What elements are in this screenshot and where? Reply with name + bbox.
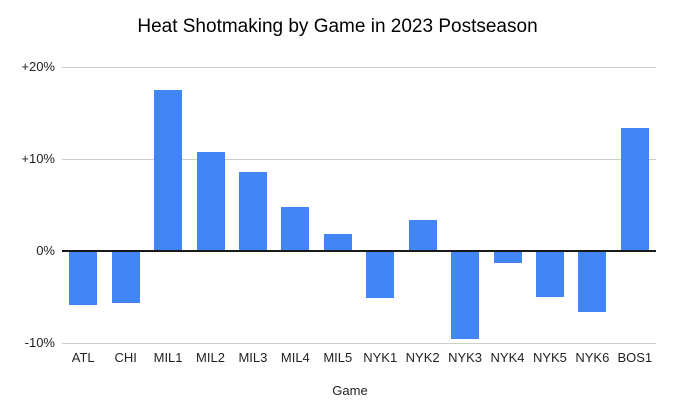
y-tick-label: 0% (36, 243, 55, 258)
x-tick-label: MIL2 (196, 350, 225, 365)
bar-nyk5 (535, 251, 564, 297)
x-tick-label: MIL4 (280, 350, 310, 365)
x-tick-label: NYK2 (405, 350, 440, 365)
bar-mil5 (323, 233, 352, 251)
x-tick-label: NYK1 (363, 350, 398, 365)
bar-mil2 (196, 151, 225, 251)
bar-mil4 (281, 206, 310, 251)
x-tick-label: NYK6 (575, 350, 610, 365)
bar-nyk1 (366, 251, 395, 298)
bar-atl (69, 251, 98, 306)
x-tick-label: MIL1 (153, 350, 183, 365)
y-tick-label: +10% (21, 151, 55, 166)
x-tick-label: NYK3 (448, 350, 483, 365)
y-tick-label: -10% (24, 335, 55, 350)
x-tick-label: CHI (114, 350, 137, 365)
x-axis-title: Game (332, 383, 368, 398)
bar-nyk3 (451, 251, 480, 340)
gridline (62, 158, 656, 160)
bar-nyk2 (408, 219, 437, 251)
chart-title: Heat Shotmaking by Game in 2023 Postseas… (137, 16, 538, 37)
x-tick-label: NYK5 (532, 350, 567, 365)
bar-nyk4 (493, 251, 522, 263)
x-tick-label: BOS1 (617, 350, 653, 365)
bar-nyk6 (578, 251, 607, 312)
x-tick-label: MIL5 (323, 350, 353, 365)
zero-axis-line (62, 250, 656, 252)
gridline (62, 66, 656, 68)
x-tick-label: MIL3 (238, 350, 268, 365)
x-tick-label: ATL (71, 350, 95, 365)
y-tick-label: +20% (21, 59, 55, 74)
bar-mil1 (154, 90, 183, 251)
bar-chi (111, 251, 140, 304)
bar-bos1 (620, 127, 649, 251)
gridline (62, 342, 656, 344)
bar-mil3 (238, 171, 267, 251)
x-tick-label: NYK4 (490, 350, 525, 365)
